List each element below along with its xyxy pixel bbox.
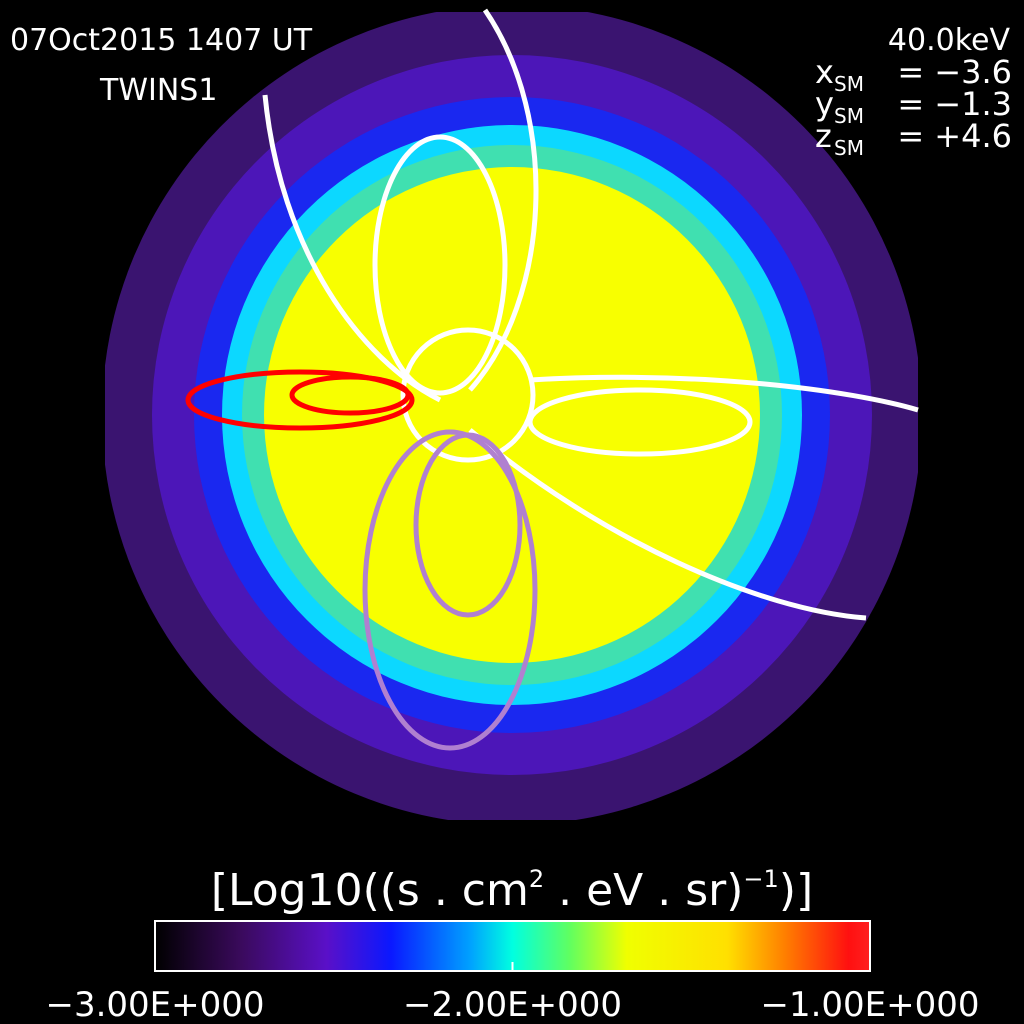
colorbar-tick-label: −3.00E+000 — [45, 985, 264, 1024]
colorbar-tick-label: −2.00E+000 — [403, 985, 622, 1024]
coord-value: = +4.6 — [897, 117, 1012, 155]
colorbar-title: [Log10((s . cm2 . eV . sr)−1)] — [211, 865, 813, 916]
coord-axis: x — [815, 53, 834, 91]
date: 07Oct2015 1407 UT — [10, 23, 313, 58]
coord-value: = −3.6 — [897, 53, 1012, 91]
coord-frame: SM — [834, 136, 864, 160]
title-part: . eV . sr) — [544, 865, 743, 916]
title-sup: −1 — [743, 865, 778, 893]
coord-axis: z — [815, 117, 832, 155]
field-lines — [185, 8, 919, 751]
title-part: [Log10((s . cm — [211, 865, 529, 916]
coordinates: x SM = −3.6y SM = −1.3z SM = +4.6 — [815, 53, 1012, 160]
title-part: )] — [779, 865, 813, 916]
coord-frame: SM — [834, 72, 864, 96]
energy: 40.0keV — [888, 23, 1011, 58]
colorbar-tick-label: −1.00E+000 — [760, 985, 979, 1024]
coord-frame: SM — [834, 104, 864, 128]
satellite: TWINS1 — [99, 73, 217, 108]
title-sup: 2 — [529, 865, 544, 893]
coord-value: = −1.3 — [897, 85, 1012, 123]
coord-axis: y — [815, 85, 834, 123]
